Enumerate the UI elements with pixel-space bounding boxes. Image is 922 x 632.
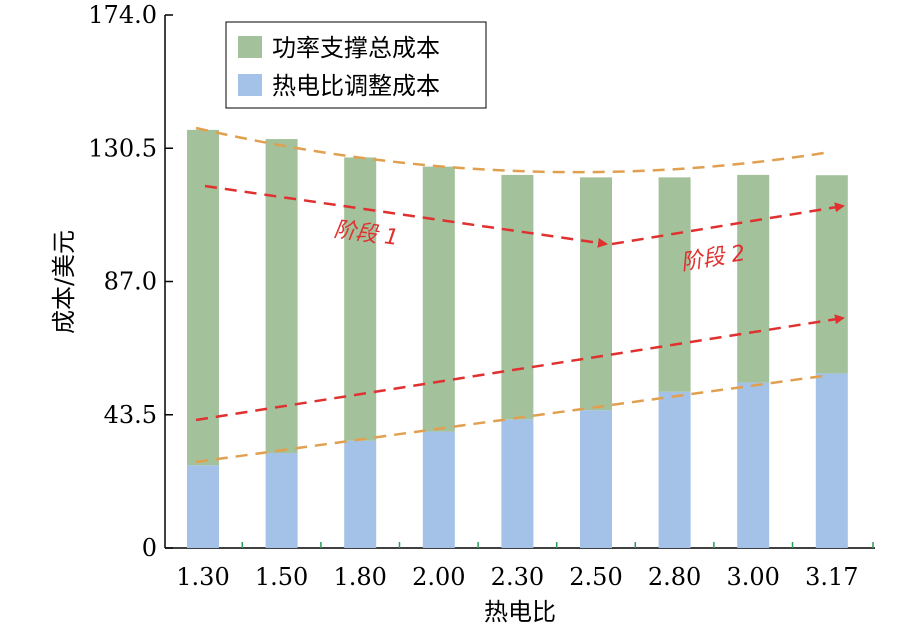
- bar-power-support-cost: [815, 175, 848, 374]
- x-tick-label: 2.30: [491, 563, 544, 591]
- bar-power-support-cost: [501, 174, 534, 420]
- y-tick-label: 43.5: [104, 401, 157, 429]
- bar-heat-power-ratio-cost: [187, 465, 219, 548]
- bar-series-group: [187, 129, 848, 548]
- x-tick-label: 3.00: [726, 563, 779, 591]
- x-axis-ticks: 1.30 1.50 1.80 2.00 2.30 2.50 2.80 3.00 3.17: [176, 542, 874, 591]
- bar-power-support-cost: [422, 166, 455, 432]
- bar-heat-power-ratio-cost: [265, 453, 298, 548]
- stage-2-arrow: [611, 202, 845, 246]
- bar-power-support-cost: [580, 177, 612, 411]
- legend-swatch-heat-power-ratio: [238, 74, 262, 96]
- bar-heat-power-ratio-cost: [658, 391, 691, 548]
- bar-power-support-cost: [658, 177, 691, 392]
- x-tick-label: 2.80: [648, 563, 701, 591]
- bar-heat-power-ratio-cost: [501, 419, 534, 548]
- y-axis-title: 成本/美元: [50, 230, 78, 334]
- bar-power-support-cost: [344, 157, 377, 441]
- bar-power-support-cost: [265, 139, 298, 454]
- bar-heat-power-ratio-cost: [737, 382, 770, 548]
- stage-1-label: 阶段 1: [332, 217, 400, 251]
- stage-1-arrow: [204, 184, 608, 248]
- bar-heat-power-ratio-cost: [580, 410, 612, 548]
- lower-envelope-line: [195, 373, 831, 464]
- x-tick-label: 2.00: [412, 563, 465, 591]
- bar-power-support-cost: [187, 129, 219, 466]
- x-tick-label: 1.80: [333, 563, 386, 591]
- bar-heat-power-ratio-cost: [344, 440, 377, 548]
- bar-power-support-cost: [737, 174, 770, 383]
- bar-heat-power-ratio-cost: [422, 431, 455, 548]
- y-axis-ticks: 0 43.5 87.0 130.5 174.0: [88, 1, 173, 562]
- y-tick-label: 174.0: [88, 1, 157, 29]
- upper-envelope-line: [195, 126, 831, 174]
- lower-trend-arrow: [195, 314, 845, 422]
- x-tick-label: 1.30: [176, 563, 229, 591]
- x-tick-label: 3.17: [805, 563, 858, 591]
- y-tick-label: 87.0: [104, 268, 157, 296]
- x-tick-label: 2.50: [569, 563, 622, 591]
- legend: 功率支撑总成本 热电比调整成本: [225, 21, 487, 109]
- legend-label-power-support: 功率支撑总成本: [272, 34, 440, 62]
- x-axis-title: 热电比: [484, 598, 556, 626]
- legend-swatch-power-support: [238, 36, 262, 58]
- legend-label-heat-power-ratio: 热电比调整成本: [272, 72, 440, 100]
- bar-heat-power-ratio-cost: [815, 373, 848, 548]
- x-tick-label: 1.50: [255, 563, 308, 591]
- y-tick-label: 130.5: [88, 134, 157, 162]
- y-tick-label: 0: [142, 534, 157, 562]
